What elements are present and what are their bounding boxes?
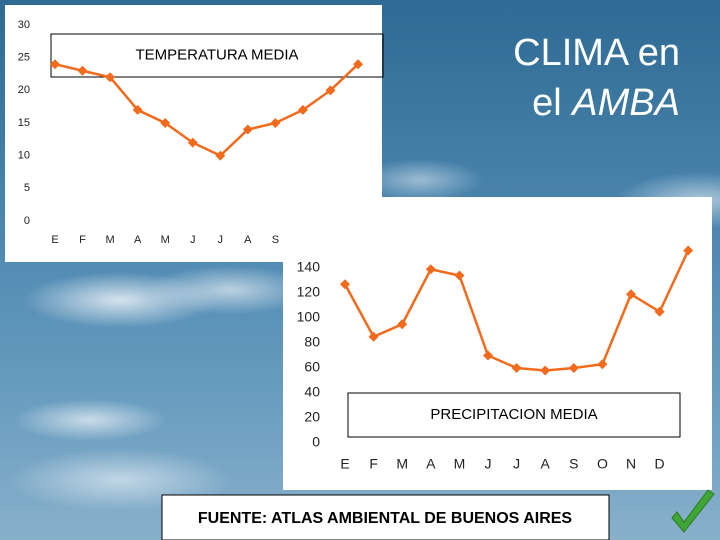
x-tick-label: F xyxy=(369,456,378,472)
data-point xyxy=(242,124,253,135)
chart-title-box xyxy=(50,33,384,78)
data-point xyxy=(397,319,408,330)
data-point xyxy=(132,104,143,115)
data-point xyxy=(654,306,665,317)
data-point xyxy=(683,245,694,256)
y-tick-label: 25 xyxy=(18,52,30,64)
data-point xyxy=(270,118,281,128)
y-tick-label: 10 xyxy=(18,150,30,162)
data-line xyxy=(54,62,359,158)
data-point xyxy=(187,137,198,148)
x-tick-label: E xyxy=(51,234,58,246)
data-point xyxy=(511,363,522,373)
data-point xyxy=(626,289,636,300)
chart-title: TEMPERATURA MEDIA xyxy=(135,46,298,63)
chart-background xyxy=(283,197,712,490)
data-point xyxy=(568,363,579,373)
x-tick-label: J xyxy=(218,234,224,246)
x-tick-label: M xyxy=(106,234,115,246)
x-tick-label: E xyxy=(340,456,349,472)
slide-title: CLIMA en xyxy=(513,32,680,74)
x-tick-label: N xyxy=(626,456,636,472)
x-tick-label: M xyxy=(454,456,466,472)
x-tick-label: D xyxy=(655,456,665,472)
y-tick-label: 100 xyxy=(297,309,321,325)
y-tick-label: 20 xyxy=(304,409,320,425)
x-tick-label: A xyxy=(244,234,252,246)
y-tick-label: 0 xyxy=(312,434,320,450)
data-point xyxy=(77,65,88,76)
x-tick-label: A xyxy=(134,234,142,246)
y-tick-label: 40 xyxy=(304,384,320,400)
x-tick-label: A xyxy=(426,456,436,472)
data-point xyxy=(353,59,364,70)
x-tick-label: S xyxy=(569,456,578,472)
slide-title-emphasis: AMBA xyxy=(570,82,680,124)
slide-title-prefix: el xyxy=(532,82,562,124)
x-tick-label: J xyxy=(190,234,196,246)
chart-title: PRECIPITACION MEDIA xyxy=(430,406,597,423)
y-tick-label: 5 xyxy=(24,182,30,194)
data-point xyxy=(340,279,350,290)
data-point xyxy=(483,350,493,361)
data-point xyxy=(597,359,608,370)
x-tick-label: J xyxy=(485,456,492,472)
slide-title: el AMBA xyxy=(532,82,680,124)
data-point xyxy=(368,331,379,342)
y-tick-label: 15 xyxy=(18,117,30,129)
x-tick-label: O xyxy=(597,456,608,472)
x-tick-label: M xyxy=(161,234,170,246)
check-icon xyxy=(671,489,715,533)
data-point xyxy=(160,118,171,128)
data-point xyxy=(425,264,436,275)
y-tick-label: 120 xyxy=(297,284,321,300)
x-tick-label: A xyxy=(541,456,551,472)
y-tick-label: 140 xyxy=(297,259,321,275)
data-point xyxy=(215,150,226,161)
source-note: FUENTE: ATLAS AMBIENTAL DE BUENOS AIRES xyxy=(198,510,573,527)
y-tick-label: 20 xyxy=(18,84,30,96)
y-tick-label: 80 xyxy=(304,334,320,350)
y-tick-label: 60 xyxy=(304,359,320,375)
data-point xyxy=(540,365,551,376)
x-tick-label: F xyxy=(79,234,86,246)
data-point xyxy=(105,72,116,83)
chart-title-box xyxy=(347,392,681,438)
y-tick-label: 0 xyxy=(24,215,30,227)
data-point xyxy=(297,104,308,115)
y-tick-label: 30 xyxy=(18,19,30,31)
x-tick-label: S xyxy=(272,234,279,246)
charts: 0 5 10 15 20 25 30 E F M A M J J A S O N D TEMPERATURA MEDI… xyxy=(5,5,712,490)
x-tick-label: J xyxy=(513,456,520,472)
data-point xyxy=(454,270,465,281)
source-box xyxy=(161,494,610,540)
x-tick-label: M xyxy=(396,456,408,472)
data-point xyxy=(50,59,60,70)
data-point xyxy=(325,85,336,96)
